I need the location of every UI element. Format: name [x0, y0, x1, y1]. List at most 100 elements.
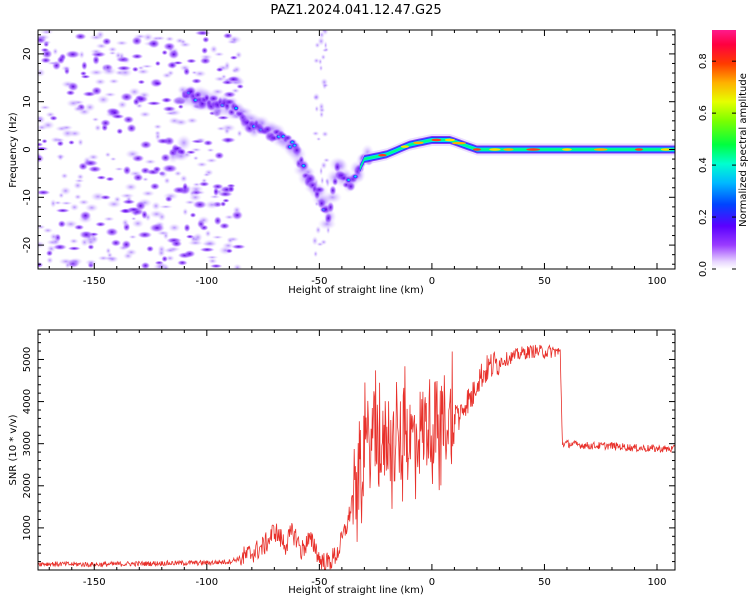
noise-blob: [183, 249, 196, 258]
noise-blob: [84, 259, 98, 266]
y-tick-label: -10: [22, 189, 33, 205]
ridge-blob: [313, 186, 326, 194]
noise-blob: [195, 161, 209, 168]
noise-blob: [187, 239, 204, 246]
noise-blob: [136, 68, 151, 75]
noise-blob: [225, 248, 233, 254]
noise-blob: [185, 58, 197, 64]
noise-blob: [38, 262, 44, 268]
noise-blob: [157, 248, 166, 258]
noise-blob: [313, 250, 319, 258]
noise-blob: [114, 51, 122, 60]
noise-blob: [39, 30, 54, 35]
noise-blob: [188, 192, 203, 202]
ridge-blob: [326, 201, 335, 214]
noise-blob: [106, 199, 122, 209]
noise-blob: [152, 165, 162, 173]
noise-blob: [149, 182, 161, 191]
noise-blob: [142, 32, 154, 42]
noise-blob: [163, 42, 176, 51]
noise-blob: [321, 83, 330, 88]
noise-blob: [55, 208, 71, 213]
noise-blob: [153, 123, 163, 130]
noise-blob: [121, 239, 132, 250]
noise-blob: [149, 223, 165, 233]
noise-blob: [236, 84, 244, 89]
noise-blob: [53, 137, 66, 143]
noise-blob: [99, 194, 112, 200]
colorbar-tick-label: 0.6: [698, 105, 709, 121]
noise-blob: [232, 263, 243, 269]
noise-blob: [199, 247, 215, 253]
noise-blob: [124, 149, 141, 159]
ridge-halo: [322, 190, 343, 204]
noise-blob: [58, 192, 65, 199]
noise-blob: [201, 46, 209, 55]
noise-blob: [164, 110, 178, 116]
noise-blob: [91, 117, 100, 122]
noise-blob: [161, 255, 169, 263]
x-tick-label: -50: [311, 577, 327, 588]
band-hotspot: [503, 148, 514, 151]
noise-blob: [105, 227, 119, 237]
noise-blob: [93, 124, 102, 132]
ridge-peak: [301, 163, 307, 168]
noise-blob: [232, 65, 242, 74]
noise-blob: [87, 165, 102, 173]
noise-blob: [104, 151, 112, 158]
noise-blob: [79, 210, 92, 221]
colorbar-tick-label: 0.8: [698, 53, 709, 69]
noise-blob: [116, 128, 124, 135]
noise-blob: [197, 215, 210, 225]
noise-blob: [45, 249, 54, 257]
noise-blob: [41, 138, 48, 144]
x-tick-label: 50: [538, 577, 551, 588]
noise-blob: [320, 161, 328, 170]
noise-blob: [73, 181, 83, 190]
noise-blob: [68, 238, 79, 245]
y-tick-label: 20: [22, 48, 33, 61]
noise-blob: [131, 66, 139, 73]
noise-blob: [61, 128, 75, 139]
noise-blob: [189, 212, 197, 218]
noise-blob: [65, 98, 81, 108]
noise-blob: [164, 36, 175, 42]
noise-blob: [95, 30, 105, 40]
noise-blob: [124, 248, 138, 257]
noise-blob: [194, 137, 207, 143]
noise-blob: [182, 182, 189, 192]
noise-blob: [213, 51, 225, 57]
noise-blob: [183, 223, 191, 233]
y-tick-label: 0: [22, 146, 33, 152]
noise-blob: [105, 176, 115, 182]
x-tick-label: 0: [429, 276, 435, 287]
colorbar: 0.0 0.2 0.4 0.6 0.8 Normalized spectral ampl…: [698, 30, 749, 277]
noise-blob: [312, 57, 320, 64]
noise-blob: [163, 176, 171, 185]
y-tick-label: 1000: [22, 515, 33, 540]
noise-blob: [161, 263, 170, 269]
x-tick-label: -100: [195, 577, 218, 588]
noise-blob: [103, 91, 117, 98]
noise-blob: [38, 68, 46, 77]
noise-blob: [161, 72, 173, 79]
colorbar-tick-label: 0.0: [698, 261, 709, 277]
noise-blob: [122, 115, 135, 124]
noise-blob: [38, 146, 49, 151]
noise-blob: [69, 203, 80, 212]
noise-blob: [200, 177, 208, 184]
noise-blob: [209, 263, 223, 269]
noise-blob: [204, 229, 212, 238]
ridge-blob: [291, 144, 303, 156]
colorbar-tick-label: 0.4: [698, 157, 709, 173]
noise-blob: [96, 175, 107, 180]
noise-blob: [316, 241, 324, 247]
noise-blob: [202, 139, 214, 147]
noise-blob: [156, 137, 171, 145]
noise-blob: [96, 94, 111, 105]
x-tick-label: 100: [647, 276, 666, 287]
noise-blob: [321, 30, 327, 33]
noise-blob: [105, 255, 119, 264]
harmonic-band: [359, 133, 675, 175]
